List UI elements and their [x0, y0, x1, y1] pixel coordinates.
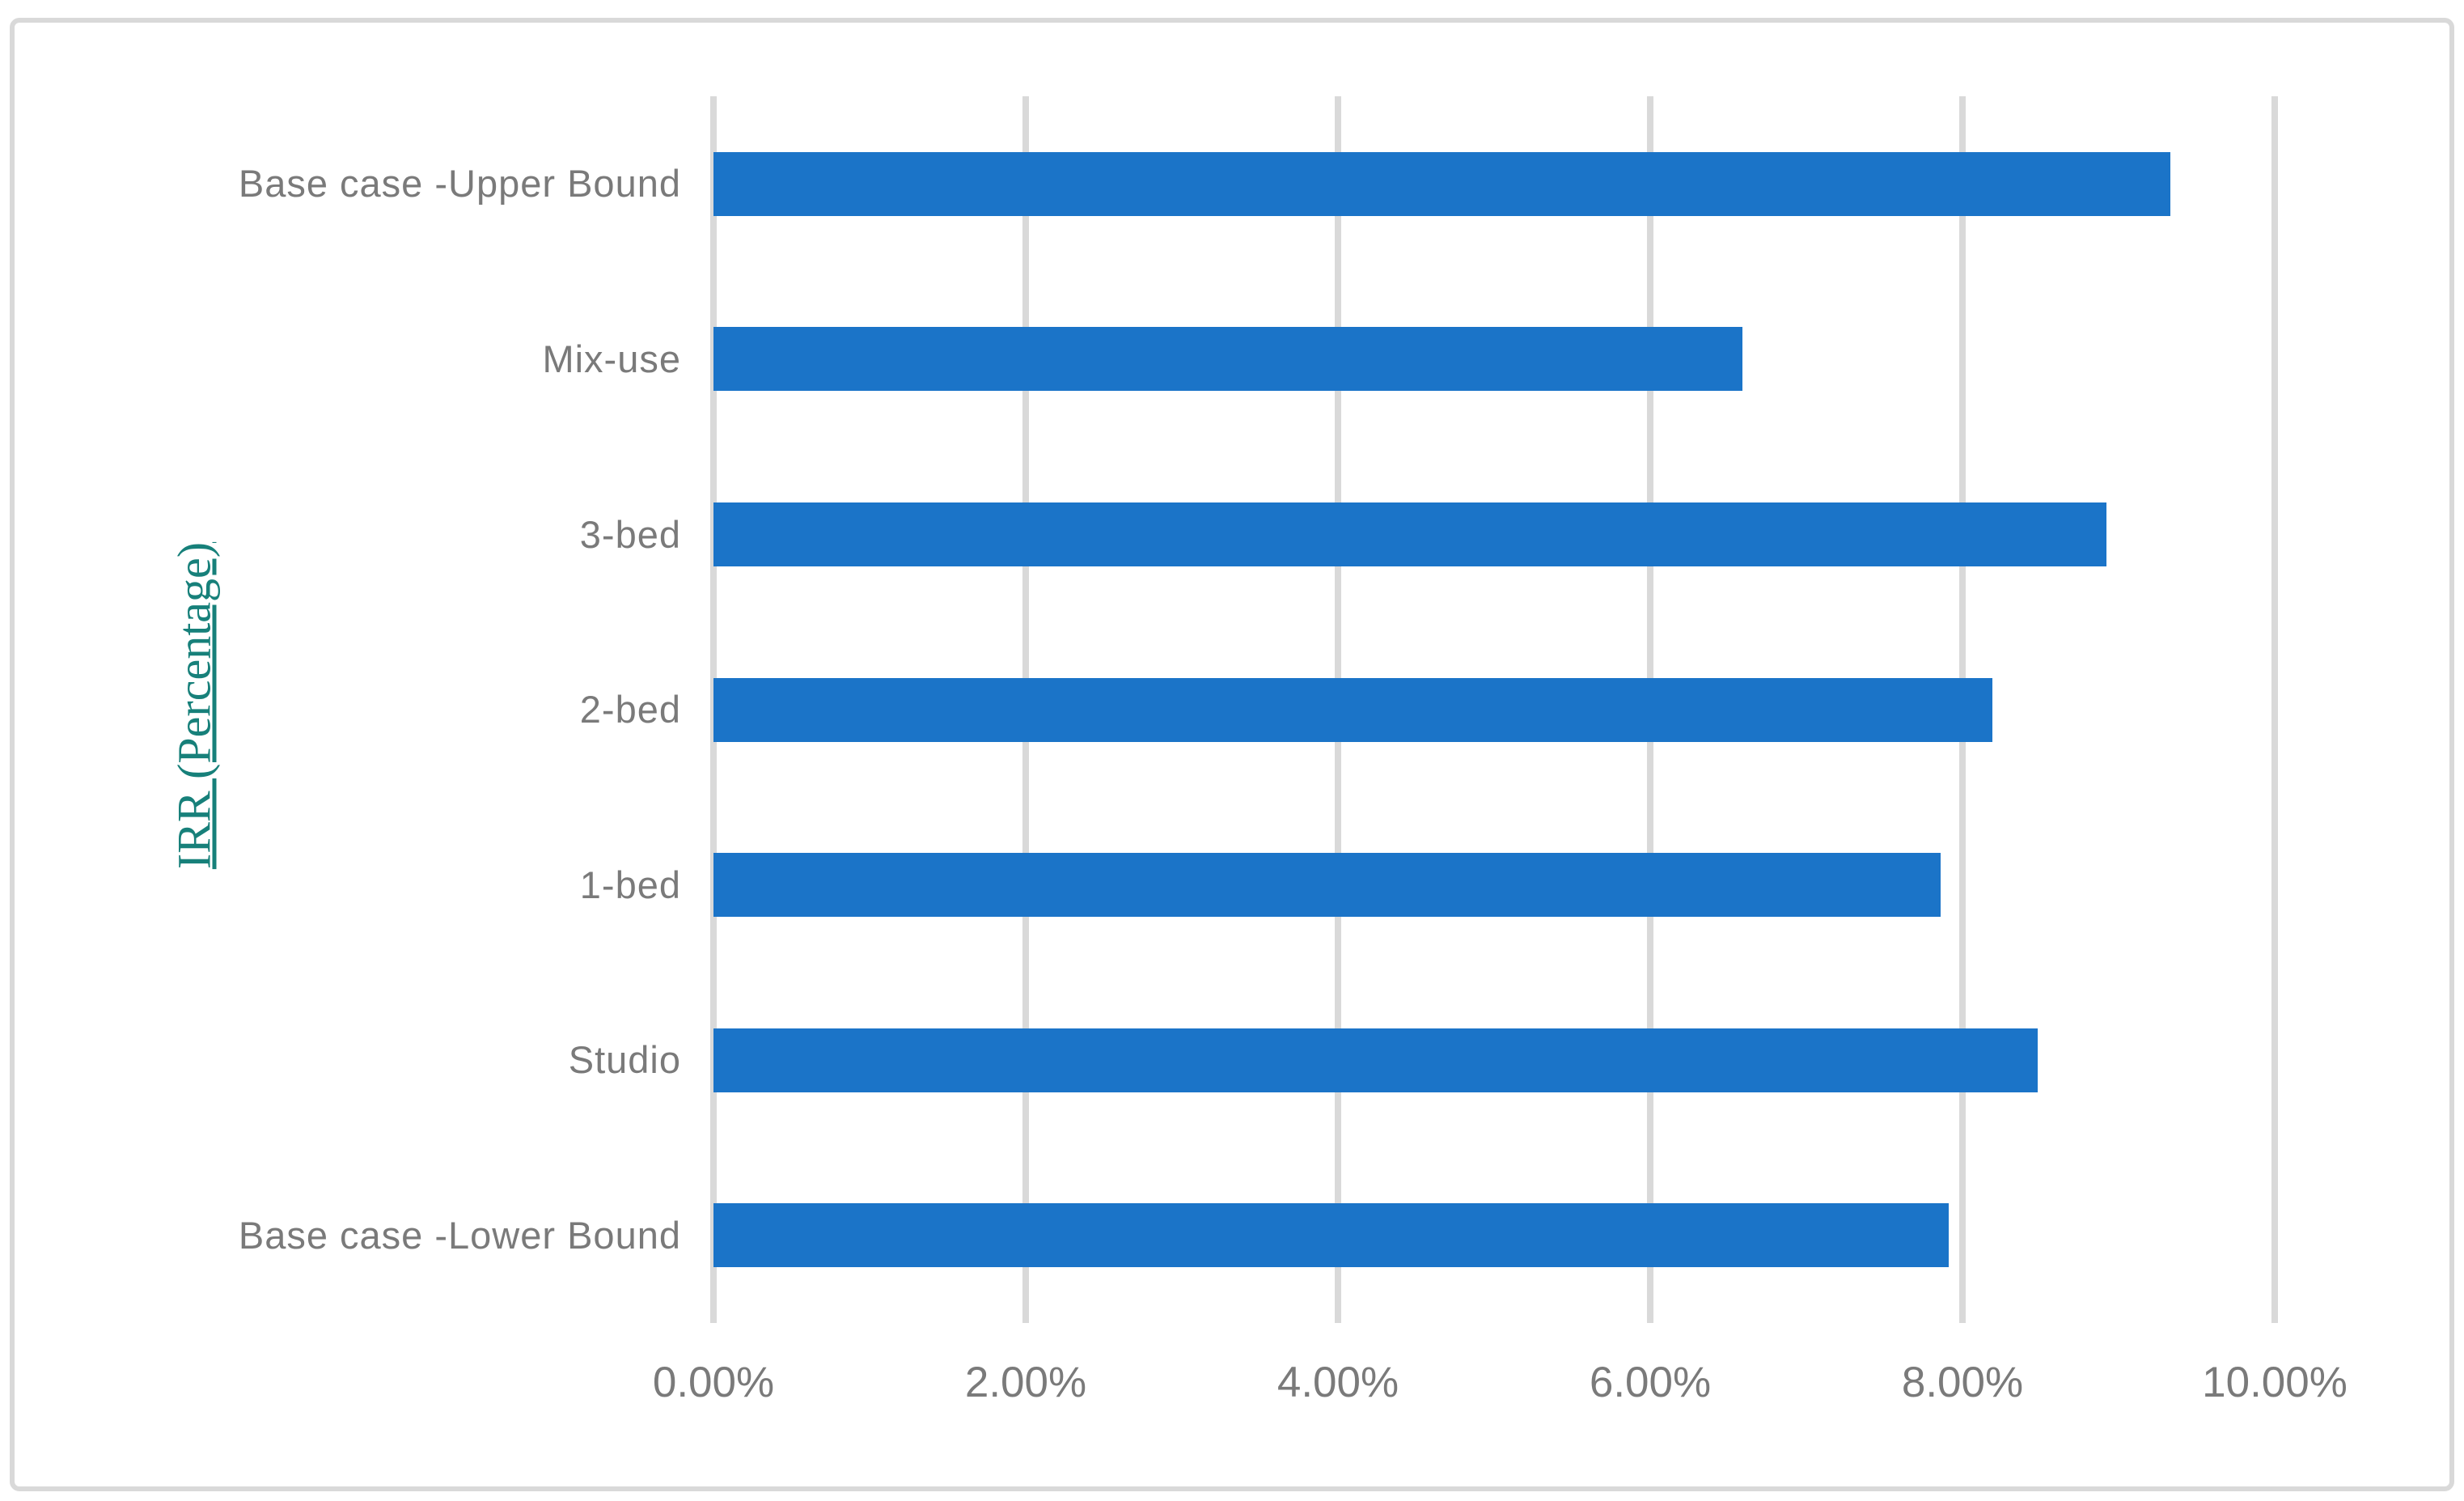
category-label: Base case -Lower Bound — [238, 1213, 681, 1257]
x-tick-label: 10.00% — [2202, 1359, 2348, 1406]
category-row: 3-bed — [32, 447, 681, 622]
bar-base-case-upper-bound — [713, 151, 2170, 216]
x-tick-label: 6.00% — [1589, 1359, 1712, 1406]
bar-row — [713, 973, 2275, 1148]
bar-2-bed — [713, 677, 1992, 742]
bar-1-bed — [713, 853, 1941, 918]
category-row: Studio — [32, 973, 681, 1148]
bar-row — [713, 622, 2275, 798]
category-label: Base case -Upper Bound — [238, 162, 681, 206]
bar-row — [713, 447, 2275, 622]
category-row: Mix-use — [32, 272, 681, 447]
category-row: 2-bed — [32, 622, 681, 798]
bar-mix-use — [713, 327, 1742, 392]
category-row: Base case -Upper Bound — [32, 96, 681, 272]
category-axis-labels: Base case -Upper Bound Mix-use 3-bed 2-b… — [32, 96, 681, 1323]
bar-studio — [713, 1028, 2038, 1092]
bar-3-bed — [713, 502, 2106, 566]
category-label: Mix-use — [542, 337, 681, 381]
category-label: 2-bed — [579, 688, 681, 731]
bar-row — [713, 797, 2275, 973]
bar-row — [713, 272, 2275, 447]
plot-area — [710, 96, 2278, 1323]
x-tick-label: 0.00% — [652, 1359, 775, 1406]
category-row: Base case -Lower Bound — [32, 1147, 681, 1323]
x-tick-label: 2.00% — [964, 1359, 1087, 1406]
category-label: Studio — [568, 1038, 681, 1082]
category-label: 1-bed — [579, 863, 681, 906]
bar-base-case-lower-bound — [713, 1203, 1949, 1268]
bar-series — [713, 96, 2275, 1323]
bar-row — [713, 96, 2275, 272]
x-axis-tick-labels: 0.00% 2.00% 4.00% 6.00% 8.00% 10.00% — [653, 1358, 2348, 1431]
gridline-10pct — [2271, 96, 2278, 1323]
category-label: 3-bed — [579, 512, 681, 556]
category-row: 1-bed — [32, 797, 681, 973]
x-tick-label: 8.00% — [1901, 1359, 2024, 1406]
x-tick-label: 4.00% — [1276, 1359, 1399, 1406]
bar-row — [713, 1147, 2275, 1323]
